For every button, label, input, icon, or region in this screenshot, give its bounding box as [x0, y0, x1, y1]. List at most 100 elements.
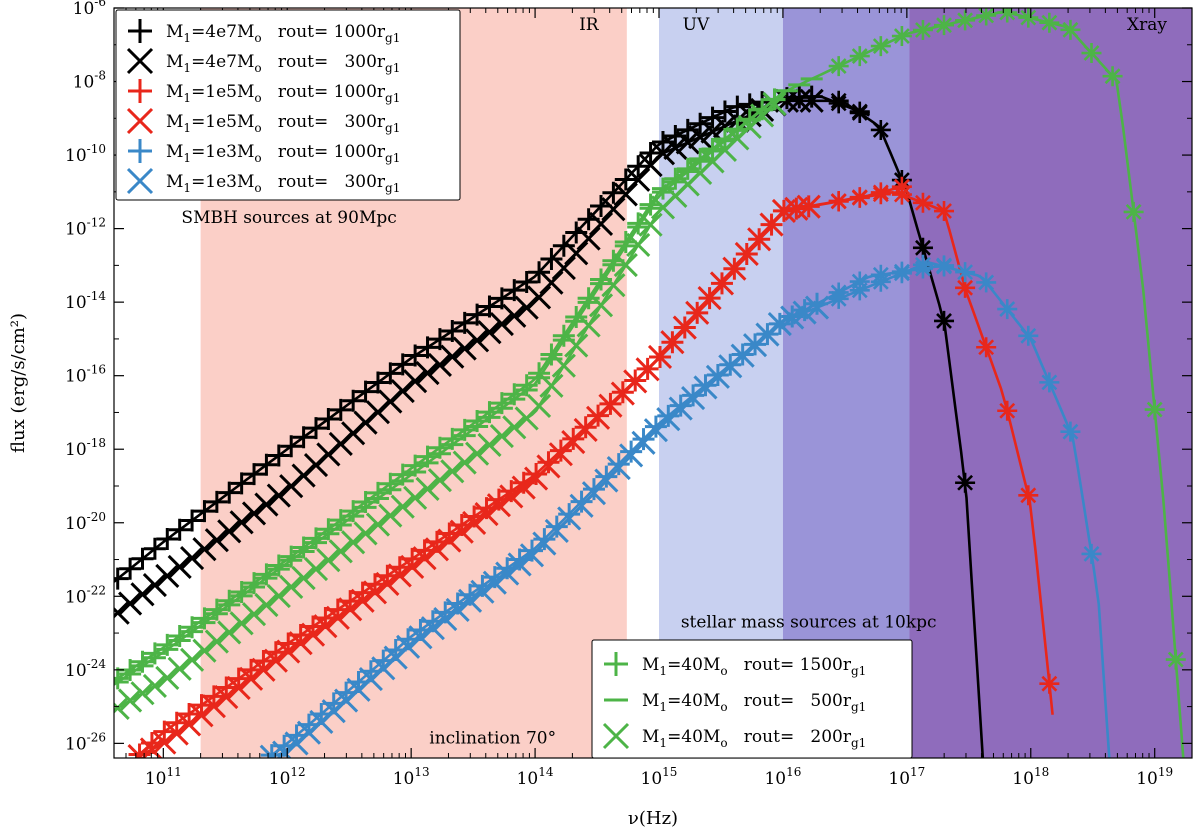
series-3-marker-27: [462, 510, 487, 535]
series-1-marker-23: [390, 378, 415, 404]
series-1-marker-39: [588, 211, 614, 236]
series-8-marker-30: [477, 432, 502, 457]
series-8-marker-21: [365, 512, 391, 537]
series-3-marker-14: [300, 622, 326, 647]
series-3-marker-48: [722, 256, 747, 281]
series-4-marker-27: [595, 465, 618, 488]
series-0-marker-23: [391, 353, 414, 376]
series-8-marker-7: [192, 638, 217, 663]
series-3-marker-23: [412, 546, 437, 571]
series-8-marker-43: [638, 212, 663, 237]
series-0-marker-25: [416, 336, 439, 359]
series-8-marker-42: [626, 232, 651, 257]
series-4-marker-23: [545, 515, 568, 538]
legend-smbh-label-5: M1=1e3Mo rout= 300rg1: [166, 172, 400, 195]
series-1-marker-58: [849, 102, 870, 123]
series-3-marker-57: [870, 184, 891, 205]
series-5-marker-43: [792, 300, 817, 325]
series-1-marker-8: [204, 528, 229, 553]
series-3-marker-7: [214, 685, 239, 710]
series-1-marker-30: [477, 320, 502, 345]
series-5-marker-15: [445, 597, 470, 623]
series-0-marker-16: [304, 417, 327, 440]
series-5-marker-55: [1039, 372, 1060, 393]
series-1-marker-25: [415, 360, 440, 386]
series-0-marker-2: [131, 547, 154, 570]
series-4-marker-26: [582, 478, 605, 501]
series-8-marker-34: [526, 393, 552, 419]
series-5-marker-50: [934, 256, 955, 277]
series-1-marker-42: [626, 167, 651, 192]
series-1-marker-10: [229, 510, 254, 535]
series-0-marker-5: [168, 518, 191, 541]
series-8-marker-5: [167, 656, 192, 681]
series-2-marker-37: [587, 404, 610, 427]
series-1-marker-26: [427, 352, 452, 377]
series-5-marker-14: [433, 607, 458, 632]
series-0-marker-33: [515, 270, 538, 293]
series-1-marker-62: [934, 310, 955, 331]
x-tick-label-6: 1017: [888, 765, 925, 789]
series-3-marker-16: [325, 605, 350, 630]
series-3-marker-42: [647, 344, 673, 370]
series-2-marker-3: [165, 711, 188, 734]
legend-stellar-marker-2: [602, 722, 630, 750]
x-axis-title: ν(Hz): [628, 808, 678, 829]
series-1-marker-38: [576, 226, 601, 251]
series-3-marker-13: [288, 631, 313, 656]
series-5-marker-45: [828, 288, 849, 309]
series-5-marker-44: [804, 295, 830, 320]
series-1-marker-35: [539, 270, 564, 295]
series-0-marker-17: [317, 407, 340, 430]
series-0-marker-1: [119, 557, 142, 580]
y-tick-label-10: 10-26: [65, 730, 106, 754]
series-1-marker-59: [870, 119, 891, 140]
series-3-marker-24: [424, 537, 450, 562]
series-1-marker-31: [489, 311, 514, 337]
series-8-marker-18: [328, 539, 353, 564]
series-0-marker-24: [404, 344, 427, 367]
series-5-marker-12: [408, 625, 433, 650]
series-3-marker-26: [449, 519, 474, 544]
series-7-marker-68: [1060, 19, 1081, 40]
series-0-marker-35: [540, 247, 563, 270]
series-2-marker-34: [549, 439, 572, 462]
series-0-marker-48: [701, 106, 724, 129]
legend-stellar-label-1: M1=40Mo rout= 500rg1: [642, 691, 866, 714]
band-euv: [782, 8, 910, 758]
legend-smbh-label-0: M1=4e7Mo rout= 1000rg1: [166, 22, 400, 45]
series-7-marker-57: [828, 56, 849, 77]
legend-smbh-marker-3: [126, 107, 154, 135]
series-6-marker-44: [651, 177, 674, 200]
y-tick-label-6: 10-18: [65, 436, 106, 460]
series-3-marker-44: [672, 315, 697, 340]
series-3-marker-55: [828, 191, 849, 212]
legend-smbh-marker-5: [126, 167, 154, 195]
y-tick-label-8: 10-22: [65, 583, 106, 607]
series-3-marker-5: [189, 703, 214, 728]
series-5-marker-47: [870, 271, 891, 292]
series-4-marker-33: [669, 394, 692, 417]
series-0-marker-28: [453, 311, 476, 334]
legend-smbh-label-2: M1=1e5Mo rout= 1000rg1: [166, 82, 400, 105]
series-8-marker-11: [241, 602, 267, 627]
series-5-marker-52: [976, 272, 997, 293]
band-label-uv: UV: [683, 15, 710, 35]
series-0-marker-49: [713, 100, 736, 123]
annotation-1: stellar mass sources at 10kpc: [681, 613, 937, 633]
series-1-marker-63: [955, 472, 976, 493]
series-8-marker-17: [316, 548, 341, 573]
series-2-marker-6: [202, 685, 225, 708]
series-3-marker-21: [387, 563, 412, 588]
band-label-xray: Xray: [1127, 15, 1167, 35]
series-8-marker-40: [601, 273, 626, 298]
series-4-marker-29: [620, 440, 643, 463]
series-3-marker-28: [474, 502, 499, 527]
y-tick-label-1: 10-8: [73, 69, 106, 93]
series-2-marker-32: [525, 462, 548, 485]
series-7-marker-70: [1102, 66, 1123, 87]
series-6-marker-35: [540, 343, 563, 366]
annotation-0: SMBH sources at 90Mpc: [181, 208, 396, 228]
series-1-marker-57: [828, 90, 849, 111]
